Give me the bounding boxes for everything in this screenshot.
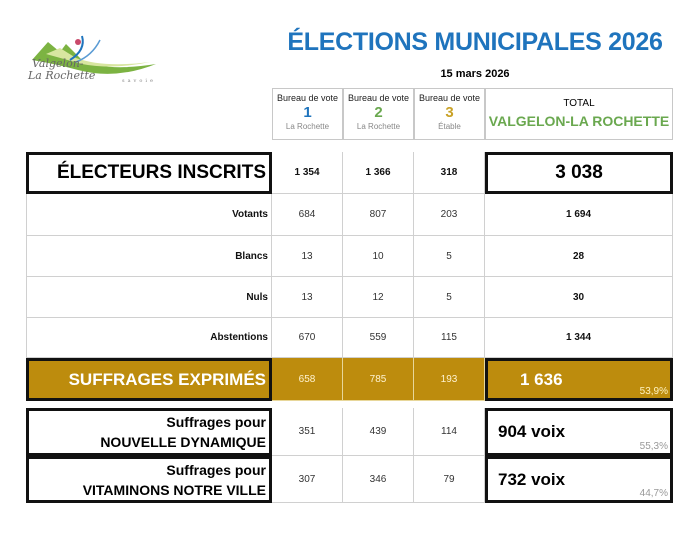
row-label-line1: Suffrages pour	[166, 414, 266, 430]
bureau-number: 2	[374, 104, 383, 121]
row-label: Suffrages pour NOUVELLE DYNAMIQUE	[26, 408, 272, 456]
total-value: 1 636	[520, 369, 563, 389]
bureau-number: 1	[303, 104, 312, 121]
bureau-number: 3	[445, 104, 454, 121]
cell-bureau-1: 307	[272, 456, 343, 503]
total-label: TOTAL	[563, 98, 595, 109]
row-label: Nuls	[26, 277, 272, 318]
cell-bureau-1: 670	[272, 318, 343, 358]
logo-text-line2: La Rochette	[28, 69, 96, 82]
cell-bureau-3: 5	[414, 277, 485, 318]
bureau-label: Bureau de vote	[276, 93, 339, 103]
logo-text-line1: Valgelon-	[32, 57, 84, 70]
cell-bureau-2: 559	[343, 318, 414, 358]
row-label-line1: Suffrages pour	[166, 461, 266, 478]
row-label: Votants	[26, 194, 272, 236]
page-title: ÉLECTIONS MUNICIPALES 2026	[287, 28, 663, 56]
total-value: 732 voix	[498, 469, 566, 489]
bureau-place: La Rochette	[356, 122, 401, 131]
cell-bureau-3: 318	[414, 152, 485, 194]
table-row-abstentions: Abstentions 670 559 115 1 344	[26, 318, 673, 358]
column-header-bureau-3: Bureau de vote 3 Étable	[414, 88, 485, 140]
bureau-place: Étable	[438, 122, 461, 131]
table-row-votants: Votants 684 807 203 1 694	[26, 194, 673, 236]
bureau-label: Bureau de vote	[418, 93, 481, 103]
total-value: 904 voix	[498, 422, 566, 441]
row-label: Blancs	[26, 236, 272, 277]
row-label: SUFFRAGES EXPRIMÉS	[26, 358, 272, 401]
list-name: NOUVELLE DYNAMIQUE	[100, 434, 266, 450]
column-header-bureau-2: Bureau de vote 2 La Rochette	[343, 88, 414, 140]
cell-bureau-2: 12	[343, 277, 414, 318]
election-date: 15 mars 2026	[440, 68, 510, 80]
cell-total: 1 344	[485, 318, 673, 358]
percent-badge: 55,3%	[639, 441, 668, 452]
cell-bureau-2: 785	[343, 358, 414, 401]
cell-bureau-3: 114	[414, 408, 485, 456]
cell-bureau-2: 439	[343, 408, 414, 456]
table-row-blancs: Blancs 13 10 5 28	[26, 236, 673, 277]
cell-total: 1 636 53,9%	[485, 358, 673, 401]
cell-total: 904 voix 55,3%	[485, 408, 673, 456]
logo-tagline: savoie	[122, 78, 156, 84]
commune-name: VALGELON-LA ROCHETTE	[488, 113, 670, 129]
cell-total: 3 038	[485, 152, 673, 194]
table-row-nouvelle-dynamique: Suffrages pour NOUVELLE DYNAMIQUE 351 43…	[26, 408, 673, 456]
cell-total: 28	[485, 236, 673, 277]
list-name: VITAMINONS NOTRE VILLE	[82, 481, 266, 498]
table-row-inscrits: ÉLECTEURS INSCRITS 1 354 1 366 318 3 038	[26, 152, 673, 194]
table-row-vitaminons-notre-ville: Suffrages pour VITAMINONS NOTRE VILLE 30…	[26, 456, 673, 503]
column-header-total: TOTAL VALGELON-LA ROCHETTE	[485, 88, 673, 140]
percent-badge: 53,9%	[639, 386, 668, 397]
row-label: Suffrages pour VITAMINONS NOTRE VILLE	[26, 456, 272, 503]
cell-total: 30	[485, 277, 673, 318]
cell-bureau-3: 203	[414, 194, 485, 236]
cell-bureau-3: 193	[414, 358, 485, 401]
cell-bureau-1: 684	[272, 194, 343, 236]
cell-bureau-2: 346	[343, 456, 414, 503]
mountain-logo-icon	[32, 35, 156, 74]
cell-bureau-2: 1 366	[343, 152, 414, 194]
column-header-bureau-1: Bureau de vote 1 La Rochette	[272, 88, 343, 140]
table-row-nuls: Nuls 13 12 5 30	[26, 277, 673, 318]
bureau-place: La Rochette	[285, 122, 330, 131]
cell-bureau-1: 13	[272, 277, 343, 318]
cell-bureau-1: 658	[272, 358, 343, 401]
cell-bureau-2: 10	[343, 236, 414, 277]
valgelon-logo: Valgelon- La Rochette savoie	[26, 30, 166, 86]
cell-bureau-1: 13	[272, 236, 343, 277]
cell-bureau-2: 807	[343, 194, 414, 236]
cell-total: 1 694	[485, 194, 673, 236]
cell-bureau-1: 1 354	[272, 152, 343, 194]
percent-badge: 44,7%	[639, 488, 668, 499]
cell-bureau-3: 79	[414, 456, 485, 503]
cell-total: 732 voix 44,7%	[485, 456, 673, 503]
row-label: ÉLECTEURS INSCRITS	[26, 152, 272, 194]
cell-bureau-1: 351	[272, 408, 343, 456]
row-label: Abstentions	[26, 318, 272, 358]
cell-bureau-3: 115	[414, 318, 485, 358]
cell-bureau-3: 5	[414, 236, 485, 277]
table-row-suffrages-exprimes: SUFFRAGES EXPRIMÉS 658 785 193 1 636 53,…	[26, 358, 673, 401]
bureau-label: Bureau de vote	[347, 93, 410, 103]
